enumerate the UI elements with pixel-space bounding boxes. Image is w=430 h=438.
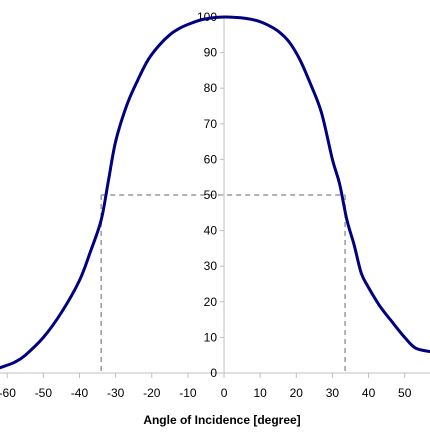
x-tick-labels: -60 -50 -40 -30 -20 -10 0 10 20 30 40 50 [0,386,412,400]
y-tick-label: 70 [204,117,218,131]
x-tick-label: -20 [143,386,161,400]
x-tick-label: 50 [398,386,412,400]
y-tick-label: 30 [204,259,218,273]
y-tick-label: 50 [204,188,218,202]
y-tick-label: 60 [204,152,218,166]
y-tick-label: 40 [204,224,218,238]
axes [0,16,430,378]
x-axis-title: Angle of Incidence [degree] [143,413,300,427]
x-tick-label: -30 [107,386,125,400]
x-tick-label: 0 [221,386,228,400]
x-tick-label: 10 [253,386,267,400]
x-tick-label: -50 [35,386,53,400]
x-tick-label: -60 [0,386,16,400]
x-tick-label: 30 [326,386,340,400]
x-tick-label: 20 [290,386,304,400]
x-tick-label: 40 [362,386,376,400]
x-tick-label: -10 [179,386,197,400]
y-tick-label: 90 [204,46,218,60]
y-tick-label: 20 [204,295,218,309]
x-tick-label: -40 [71,386,89,400]
series-line [0,15,430,370]
guide-lines [100,194,346,373]
y-tick-label: 0 [210,366,217,380]
y-tick-label: 10 [204,330,218,344]
y-tick-label: 80 [204,81,218,95]
